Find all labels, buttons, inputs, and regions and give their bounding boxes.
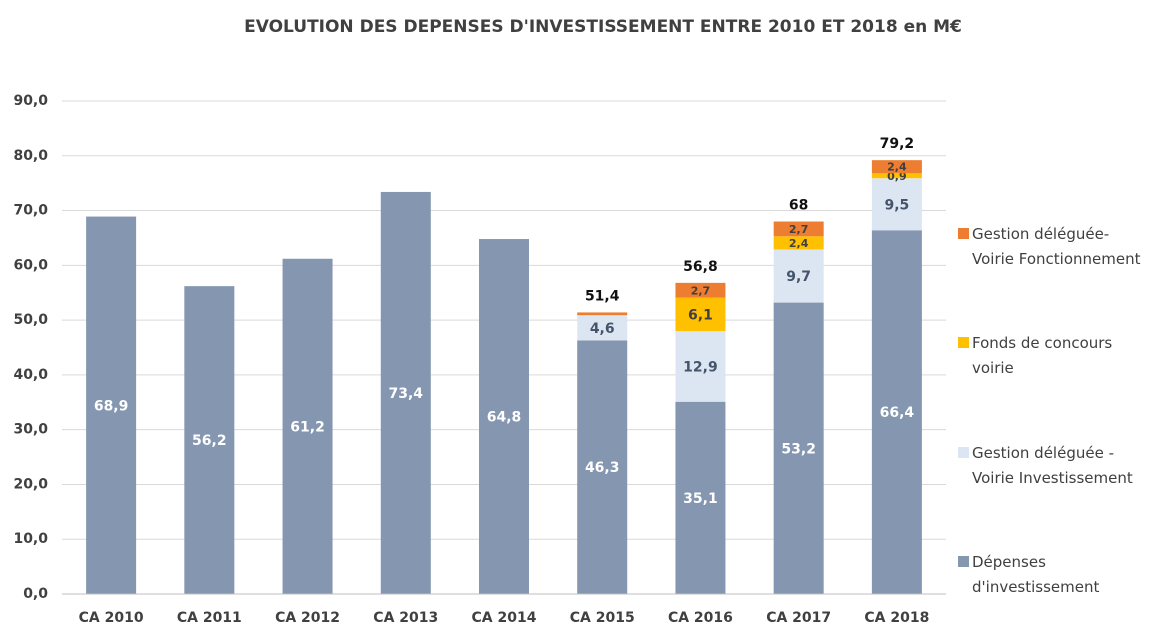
- bar-segment: [871, 173, 922, 179]
- data-label: 9,7: [786, 269, 811, 285]
- y-tick-label: 30,0: [13, 422, 48, 438]
- bar-segment: [675, 401, 726, 594]
- legend-label: Fonds de concours voirie: [972, 334, 1113, 377]
- data-label: 2,7: [691, 284, 711, 297]
- bar-segment: [773, 236, 824, 250]
- data-label: 2,4: [789, 237, 809, 250]
- bar-segment: [86, 216, 137, 594]
- x-tick-label: CA 2017: [766, 610, 831, 624]
- legend-item: Gestion déléguée - Voirie Investissement: [958, 441, 1133, 491]
- x-tick-label: CA 2013: [373, 610, 438, 624]
- y-tick-label: 50,0: [13, 312, 48, 328]
- bar-segment: [577, 340, 628, 594]
- y-tick-label: 80,0: [13, 148, 48, 164]
- total-label: 68: [789, 198, 808, 214]
- total-label: 51,4: [585, 288, 620, 304]
- y-tick-label: 70,0: [13, 203, 48, 219]
- y-tick-label: 10,0: [13, 531, 48, 547]
- data-label: 66,4: [880, 405, 915, 421]
- data-label: 73,4: [389, 386, 424, 402]
- x-tick-label: CA 2016: [668, 610, 733, 624]
- legend-label: Dépenses d'investissement: [972, 553, 1100, 596]
- x-tick-label: CA 2015: [570, 610, 635, 624]
- total-label: 56,8: [683, 259, 718, 275]
- bar-segment: [871, 230, 922, 594]
- total-label: 79,2: [880, 136, 915, 152]
- data-label: 35,1: [683, 491, 718, 507]
- legend-swatch: [958, 447, 969, 458]
- bar-segment: [871, 178, 922, 231]
- x-tick-label: CA 2018: [864, 610, 929, 624]
- data-label: 64,8: [487, 410, 522, 426]
- bar-segment: [184, 286, 235, 594]
- y-tick-label: 40,0: [13, 367, 48, 383]
- data-label: 46,3: [585, 460, 620, 476]
- legend-item: Dépenses d'investissement: [958, 550, 1099, 600]
- data-label: 4,6: [590, 321, 615, 337]
- bar-segment: [479, 239, 529, 595]
- bar-segment: [773, 249, 824, 303]
- data-label: 2,7: [789, 223, 809, 236]
- data-label: 56,2: [192, 433, 227, 449]
- data-label: 6,1: [688, 307, 713, 323]
- legend-item: Gestion déléguée- Voirie Fonctionnement: [958, 222, 1141, 272]
- y-tick-label: 20,0: [13, 476, 48, 492]
- bar-segment: [380, 191, 431, 595]
- bar-segment: [577, 312, 628, 316]
- legend-label: Gestion déléguée- Voirie Fonctionnement: [972, 225, 1141, 268]
- bar-segment: [675, 297, 726, 332]
- legend-swatch: [958, 228, 969, 239]
- bar-segment: [773, 302, 824, 594]
- data-label: 12,9: [683, 359, 718, 375]
- y-tick-label: 60,0: [13, 257, 48, 273]
- data-label: 61,2: [290, 419, 325, 435]
- bar-segment: [675, 331, 726, 402]
- bar-segment: [282, 258, 333, 594]
- x-tick-label: CA 2012: [275, 610, 340, 624]
- legend-label: Gestion déléguée - Voirie Investissement: [972, 444, 1133, 487]
- y-tick-label: 90,0: [13, 93, 48, 109]
- data-label: 68,9: [94, 398, 129, 414]
- bar-segment: [773, 221, 824, 237]
- data-label: 9,5: [884, 197, 909, 213]
- legend-swatch: [958, 337, 969, 348]
- bar-segment: [871, 160, 922, 174]
- x-tick-label: CA 2011: [177, 610, 242, 624]
- x-tick-label: CA 2010: [79, 610, 144, 624]
- x-tick-label: CA 2014: [472, 610, 537, 624]
- legend-item: Fonds de concours voirie: [958, 331, 1112, 381]
- chart-title: EVOLUTION DES DEPENSES D'INVESTISSEMENT …: [244, 17, 962, 37]
- bar-segment: [675, 282, 726, 298]
- y-tick-label: 0,0: [23, 586, 48, 602]
- legend-swatch: [958, 556, 969, 567]
- data-label: 2,4: [887, 161, 907, 174]
- bar-segment: [577, 315, 628, 341]
- data-label: 53,2: [781, 441, 816, 457]
